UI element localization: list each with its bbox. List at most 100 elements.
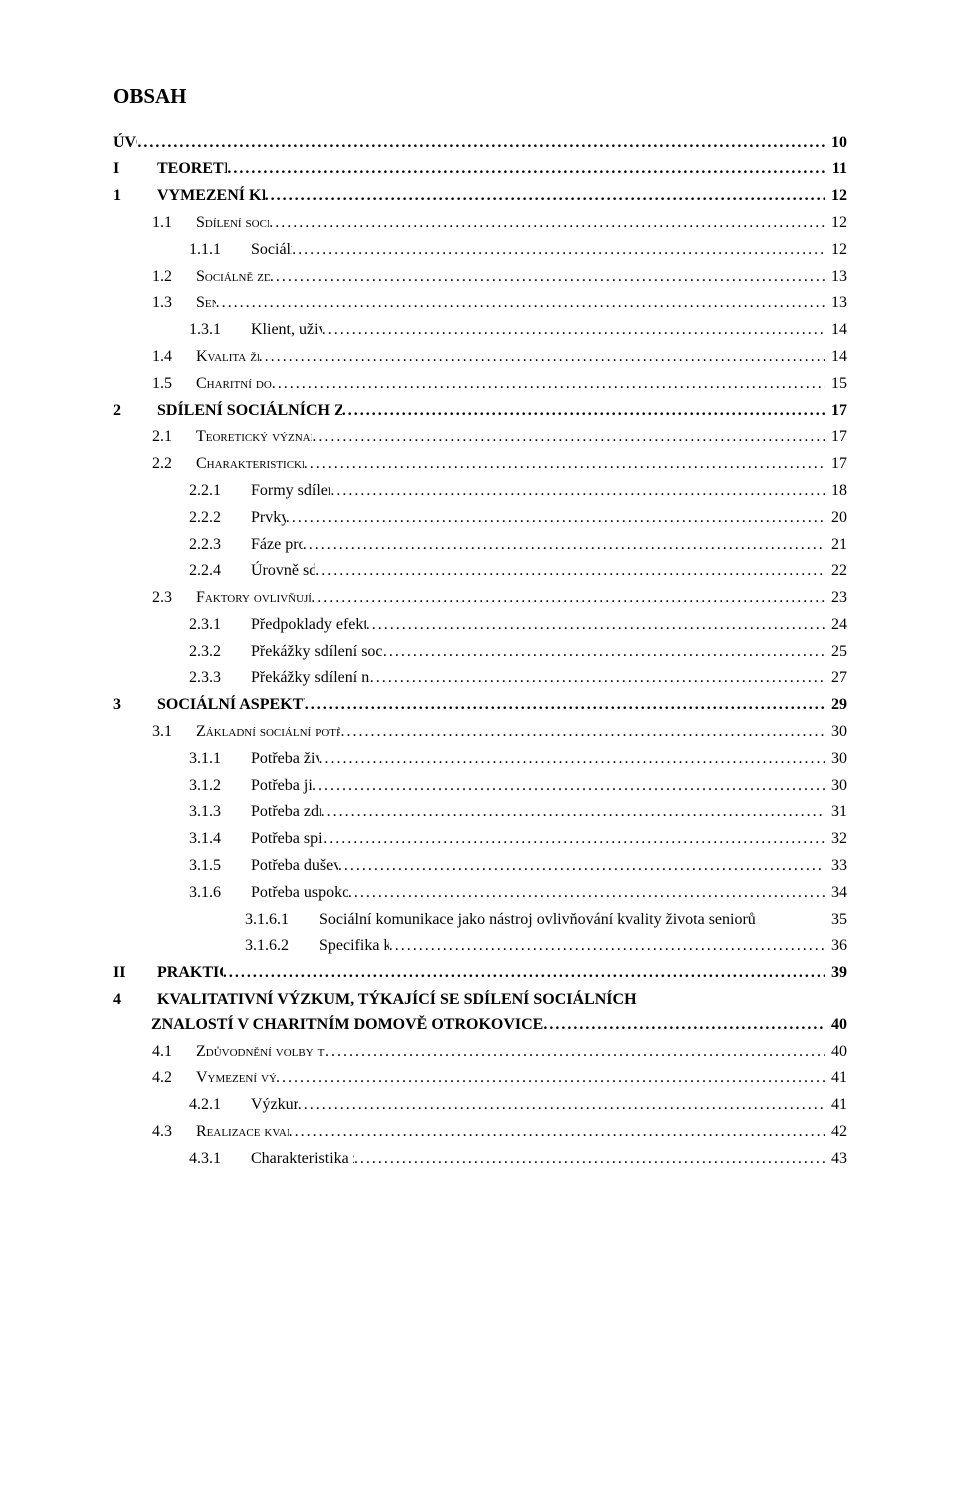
toc-entry-page: 24 [825, 613, 847, 638]
toc-entry-label: Potřeba spirituální rovnováhy [251, 827, 323, 852]
toc-entry-number: 3.1.6.1 [245, 908, 319, 933]
toc-entry-page: 29 [825, 693, 847, 718]
toc-leader [289, 1120, 825, 1145]
toc-entry-label: Realizace kvantitativního výzkumu [196, 1120, 289, 1145]
toc-leader [348, 881, 825, 906]
toc-entry-number: 4.3 [152, 1120, 196, 1145]
toc-entry-label: Formy sdílení sociálních znalostí [251, 479, 330, 504]
toc-entry-label: Předpoklady efektivního sdílení znalostí… [251, 613, 366, 638]
toc-entry-label: Specifika komunikace se seniory [319, 934, 389, 959]
toc-entry: 1.1Sdílení sociálních znalostí12 [152, 211, 847, 236]
toc-entry-page: 15 [825, 372, 847, 397]
toc-entry: 1.4Kvalita života seniorů14 [152, 345, 847, 370]
toc-entry: 3.1.2Potřeba jistoty a bezpečí30 [189, 774, 847, 799]
toc-entry-number: 3.1.1 [189, 747, 251, 772]
toc-leader [319, 747, 825, 772]
toc-entry-number: 4 [113, 988, 157, 1013]
toc-leader [311, 586, 825, 611]
toc-page: OBSAH ÚVOD10ITEORETICKÁ ČÁST111VYMEZENÍ … [0, 0, 960, 1234]
toc-entry-number: 2.1 [152, 425, 196, 450]
toc-entry-page: 13 [825, 265, 847, 290]
toc-entry-label: Sociálně zdravotnický tým [196, 265, 270, 290]
toc-entry-label: KVALITATIVNÍ VÝZKUM, TÝKAJÍCÍ SE SDÍLENÍ… [157, 988, 637, 1013]
toc-entry-label: Charakteristika zvoleného ústavního zaří… [251, 1147, 354, 1172]
toc-leader [340, 720, 825, 745]
toc-entry-label: Potřeba jistoty a bezpečí [251, 774, 312, 799]
toc-leader [286, 506, 825, 531]
toc-entry: 3.1.1Potřeba životní perspektivy30 [189, 747, 847, 772]
toc-entry: ÚVOD 10 [113, 131, 847, 156]
toc-entry: 1.1.1Sociální znalost12 [189, 238, 847, 263]
toc-leader [137, 131, 825, 156]
toc-entry-number: 1.4 [152, 345, 196, 370]
toc-entry-number: 3.1.4 [189, 827, 251, 852]
toc-leader [276, 1066, 825, 1091]
toc-entry-label: Potřeba uspokojivých sociálních kontaktů [251, 881, 348, 906]
toc-leader [323, 827, 825, 852]
toc-entry-label: Klient, uživatel sociální péče [251, 318, 322, 343]
toc-leader [304, 452, 825, 477]
toc-entry-number: 2.2.2 [189, 506, 251, 531]
toc-entry: 2.2.2Prvky sdílení20 [189, 506, 847, 531]
toc-entry: 2SDÍLENÍ SOCIÁLNÍCH ZNALOSTÍ V POMÁHAJÍC… [113, 399, 847, 424]
toc-entry-number: 4.3.1 [189, 1147, 251, 1172]
toc-leader [370, 666, 825, 691]
toc-entry-number: 3.1.5 [189, 854, 251, 879]
toc-leader [269, 211, 825, 236]
toc-entry: 2.2.1Formy sdílení sociálních znalostí18 [189, 479, 847, 504]
toc-entry: 3.1.4Potřeba spirituální rovnováhy32 [189, 827, 847, 852]
toc-entry-page: 14 [825, 318, 847, 343]
toc-entry-label: Potřeba duševní aktivity a aktivizace [251, 854, 338, 879]
toc-entry-label: Faktory ovlivňující kvalitu sdílení v SZ… [196, 586, 311, 611]
toc-leader [366, 613, 825, 638]
toc-list: ÚVOD10ITEORETICKÁ ČÁST111VYMEZENÍ KLÍČOV… [113, 131, 847, 1172]
toc-leader [389, 934, 825, 959]
toc-entry-page: 17 [825, 425, 847, 450]
toc-leader [298, 1093, 825, 1118]
toc-entry: 1VYMEZENÍ KLÍČOVÝCH POJMŮ12 [113, 184, 847, 209]
toc-entry-label: PRAKTICKÁ ČÁST [157, 961, 223, 986]
toc-entry-label: Sdílení sociálních znalostí [196, 211, 269, 236]
toc-entry-label: Senior [196, 291, 216, 316]
toc-entry: 2.3Faktory ovlivňující kvalitu sdílení v… [152, 586, 847, 611]
toc-entry-page: 33 [825, 854, 847, 879]
toc-entry-number: 1 [113, 184, 157, 209]
toc-entry: 1.5Charitní domov Otrokovice15 [152, 372, 847, 397]
toc-entry-page: 41 [825, 1066, 847, 1091]
toc-entry-page: 30 [825, 747, 847, 772]
toc-entry-number: 4.1 [152, 1040, 196, 1065]
toc-entry-page: 34 [825, 881, 847, 906]
toc-entry-label: Charitní domov Otrokovice [196, 372, 272, 397]
toc-entry: 2.2Charakteristické znaky sdílení v SZ t… [152, 452, 847, 477]
toc-entry-page: 30 [825, 774, 847, 799]
toc-entry-label: Základní sociální potřeby, ovlivňující k… [196, 720, 340, 745]
toc-entry-label: TEORETICKÁ ČÁST [157, 157, 227, 182]
toc-leader [321, 800, 825, 825]
toc-entry-number: 2.3.1 [189, 613, 251, 638]
toc-leader [223, 961, 825, 986]
toc-leader [270, 265, 825, 290]
toc-entry: 3.1.5Potřeba duševní aktivity a aktiviza… [189, 854, 847, 879]
toc-leader [342, 399, 825, 424]
toc-entry: 2.2.4Úrovně sdílení v SZ týmu22 [189, 559, 847, 584]
toc-entry-page: 25 [825, 640, 847, 665]
toc-heading: OBSAH [113, 80, 847, 113]
toc-entry-number: 1.3 [152, 291, 196, 316]
toc-leader [216, 291, 825, 316]
toc-entry: 3SOCIÁLNÍ ASPEKTY KVALITY ŽIVOTA SENIORŮ… [113, 693, 847, 718]
toc-entry-page: 17 [825, 399, 847, 424]
toc-entry-number: II [113, 961, 157, 986]
toc-entry: 2.1Teoretický význam sdílení sociálních … [152, 425, 847, 450]
toc-entry: 4.3Realizace kvantitativního výzkumu42 [152, 1120, 847, 1145]
toc-entry: 1.3.1Klient, uživatel sociální péče14 [189, 318, 847, 343]
toc-entry-page: 10 [825, 131, 847, 156]
toc-entry-page: 12 [825, 184, 847, 209]
toc-leader [383, 640, 825, 665]
toc-entry-label: SOCIÁLNÍ ASPEKTY KVALITY ŽIVOTA SENIORŮ [157, 693, 305, 718]
toc-entry-page: 27 [825, 666, 847, 691]
toc-entry-label: ÚVOD [113, 131, 137, 156]
toc-entry-page: 36 [825, 934, 847, 959]
toc-entry-number: 3.1.6.2 [245, 934, 319, 959]
toc-leader [325, 1040, 825, 1065]
toc-entry-label: Prvky sdílení [251, 506, 286, 531]
